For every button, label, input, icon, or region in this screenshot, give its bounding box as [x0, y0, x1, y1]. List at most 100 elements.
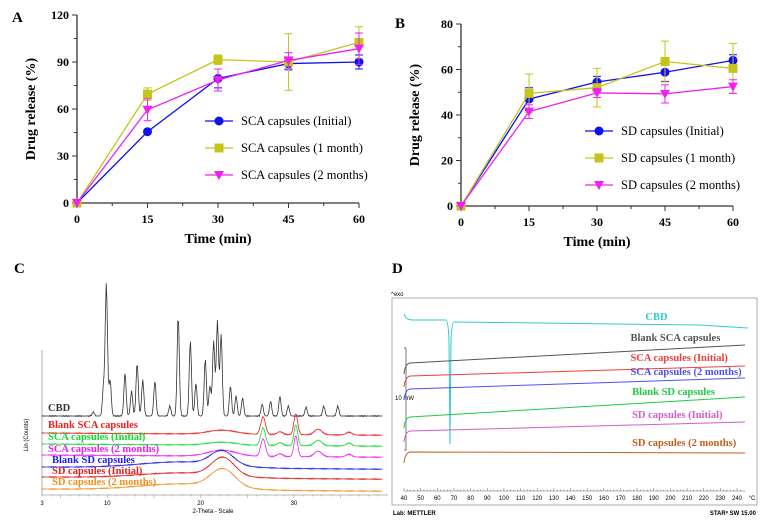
data-point: [594, 181, 604, 190]
chart-C: 3 10 20 30 2-Theta - Scale Lin (Counts) CBD Bla…: [24, 283, 388, 515]
data-point: [456, 202, 466, 211]
dsc-trace: [403, 451, 746, 464]
trace-label: Blank SCA capsules: [630, 333, 720, 344]
y-axis-label: ^exo: [391, 292, 404, 298]
x-tick-label: 50: [417, 496, 424, 502]
x-tick-label: 45: [283, 212, 295, 226]
trace-label: CBD: [48, 403, 71, 414]
y-tick-label: 60: [441, 63, 453, 77]
x-tick-label: 15: [523, 215, 535, 229]
footer-left: Lab: METTLER: [393, 511, 436, 517]
legend-label: SCA capsules (Initial): [241, 114, 351, 128]
legend-item: SD capsules (Initial): [585, 124, 724, 138]
x-unit: °C: [749, 496, 756, 502]
trace-label: Blank SD capsules: [52, 455, 135, 466]
xrd-trace: [41, 455, 383, 481]
chart-A: 0 15 30 45 60 0 30 60 90 120 Time (min) Drug releas…: [24, 8, 368, 247]
y-tick-label: 0: [447, 199, 453, 213]
legend-item: SD capsules (2 months): [585, 178, 740, 192]
xrd-trace: [41, 424, 383, 448]
x-tick-label: 150: [582, 496, 593, 502]
legend-label: SD capsules (2 months): [621, 178, 740, 192]
x-axis-label: Time (min): [563, 235, 630, 250]
data-point: [72, 199, 82, 208]
data-point: [524, 107, 534, 117]
y-tick-label: 60: [57, 102, 69, 116]
legend-item: SCA capsules (Initial): [205, 114, 351, 128]
x-tick-label: 140: [565, 496, 576, 502]
trace-label: SD capsules (Initial): [52, 466, 143, 477]
data-point: [213, 55, 223, 65]
data-point: [143, 89, 152, 99]
data-point: [143, 127, 152, 137]
x-tick-label: 190: [649, 496, 660, 502]
x-tick-label: 20: [197, 501, 204, 507]
panel-label: D: [392, 261, 403, 277]
plot-frame: [391, 297, 758, 506]
x-tick-label: 130: [549, 496, 560, 502]
x-tick-label: 210: [682, 496, 693, 502]
trace-label: SCA capsules (2 months): [630, 367, 742, 378]
x-tick-label: 0: [74, 212, 80, 226]
legend-label: SD capsules (1 month): [621, 151, 735, 165]
data-point: [660, 57, 670, 67]
x-tick-label: 110: [516, 496, 526, 502]
data-point: [660, 89, 670, 99]
dsc-trace: [403, 344, 746, 375]
y-tick-label: 20: [441, 154, 453, 168]
trace-label: SD capsules (2 months): [632, 438, 737, 449]
y-tick-label: 40: [441, 108, 453, 122]
panel-label: C: [14, 261, 25, 277]
legend-item: SCA capsules (1 month): [205, 141, 363, 155]
scale-bar: [404, 347, 407, 451]
x-tick-label: 160: [599, 496, 610, 502]
data-point: [524, 88, 534, 98]
x-tick-label: 40: [401, 496, 408, 502]
x-tick-label: 220: [699, 496, 710, 502]
x-tick-label: 15: [142, 212, 154, 226]
dsc-trace: [403, 421, 746, 443]
trace-label: SCA capsules (Initial): [48, 432, 146, 443]
data-point: [214, 116, 224, 126]
x-tick-label: 170: [615, 496, 626, 502]
y-tick-label: 80: [441, 17, 453, 31]
x-axis-label: Time (min): [184, 232, 251, 247]
y-tick-label: 30: [57, 149, 69, 163]
x-tick-label: 80: [467, 496, 474, 502]
x-tick-label: 3: [40, 501, 44, 507]
data-point: [594, 153, 604, 163]
y-tick-label: 0: [63, 196, 69, 210]
dsc-trace: [403, 377, 746, 401]
legend-label: SCA capsules (2 months): [241, 168, 368, 182]
trace-label: SCA capsules (Initial): [630, 353, 728, 364]
data-point: [594, 126, 604, 136]
chart-D: ^exo 40 50 60 70 80 90 100 110 120 130 140 150 160 170…: [391, 292, 758, 517]
y-axis-label: Drug release (%): [24, 57, 39, 160]
x-tick-label: 30: [291, 501, 298, 507]
trace-label: Blank SCA capsules: [48, 420, 138, 431]
data-point: [142, 105, 153, 115]
trace-label: Blank SD capsules: [632, 387, 715, 398]
footer-right: STARᵉ SW 15.00: [710, 511, 757, 517]
legend-label: SD capsules (Initial): [621, 124, 724, 138]
series-2: [72, 32, 364, 208]
data-point: [354, 44, 364, 54]
x-tick-label: 30: [591, 215, 603, 229]
data-point: [728, 82, 738, 92]
dsc-trace: [403, 313, 749, 445]
x-tick-label: 60: [434, 496, 441, 502]
x-tick-label: 240: [732, 496, 743, 502]
data-point: [592, 83, 602, 93]
panel-label: A: [12, 10, 23, 26]
xrd-trace: [41, 435, 383, 459]
dsc-trace: [403, 365, 746, 388]
data-point: [214, 143, 224, 153]
legend-label: SCA capsules (1 month): [241, 141, 363, 155]
dsc-trace: [403, 396, 746, 429]
trace-label: SCA capsules (2 months): [48, 444, 160, 455]
legend-item: SD capsules (1 month): [585, 151, 735, 165]
trace-label: SD capsules (Initial): [632, 410, 723, 421]
x-tick-label: 90: [484, 496, 491, 502]
y-axis-label: Lin (Counts): [24, 419, 30, 452]
data-point: [283, 56, 294, 66]
